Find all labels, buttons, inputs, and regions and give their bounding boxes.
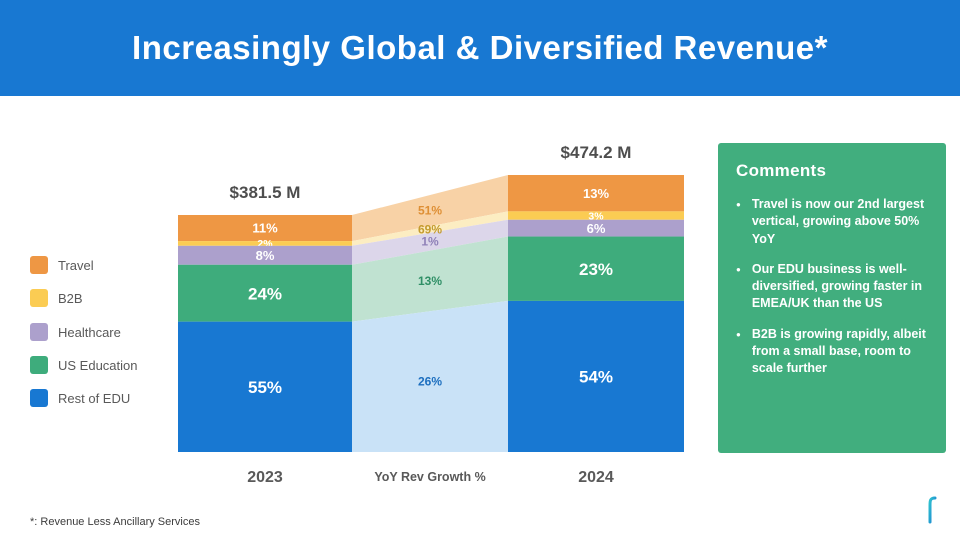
flow-b2b bbox=[352, 211, 508, 246]
flywire-logo bbox=[918, 495, 944, 530]
header-banner: Increasingly Global & Diversified Revenu… bbox=[0, 0, 960, 96]
flow-travel bbox=[352, 175, 508, 242]
bar-label-2024-travel: 13% bbox=[583, 186, 609, 201]
bar-label-2023-healthcare: 8% bbox=[256, 248, 275, 263]
comment-item: ● Travel is now our 2nd largest vertical… bbox=[736, 196, 930, 248]
legend-label: Healthcare bbox=[58, 324, 121, 340]
bullet-icon: ● bbox=[736, 264, 741, 274]
bullet-icon: ● bbox=[736, 329, 741, 339]
growth-label-us-education: 13% bbox=[418, 274, 442, 288]
axis-label-2023: 2023 bbox=[247, 469, 283, 486]
axis-label-growth: YoY Rev Growth % bbox=[374, 470, 485, 484]
bar-2024-us-education bbox=[508, 236, 684, 301]
legend-item-b2b: B2B bbox=[30, 289, 146, 308]
legend-item-us-education: US Education bbox=[30, 355, 146, 374]
bar-2023-us-education bbox=[178, 264, 352, 322]
bar-2023-travel bbox=[178, 215, 352, 242]
flywire-logo-icon bbox=[921, 496, 939, 524]
legend-swatch-travel bbox=[30, 256, 48, 274]
growth-label-b2b: 69% bbox=[418, 223, 442, 237]
comment-item: ● B2B is growing rapidly, albeit from a … bbox=[736, 326, 930, 378]
legend-swatch-healthcare bbox=[30, 322, 48, 341]
growth-label-rest-of-edu: 26% bbox=[418, 375, 442, 389]
legend-swatch-b2b bbox=[30, 289, 48, 308]
bar-2023-rest-of-edu bbox=[178, 321, 352, 452]
bar-2024-rest-of-edu bbox=[508, 300, 684, 452]
bar-2024-b2b bbox=[508, 211, 684, 220]
flow-us-education bbox=[352, 236, 508, 322]
comment-item: ● Our EDU business is well-diversified, … bbox=[736, 261, 930, 313]
growth-label-healthcare: 1% bbox=[421, 235, 439, 249]
legend-label: Travel bbox=[58, 258, 94, 273]
bar-label-2023-rest-of-edu: 55% bbox=[248, 378, 282, 397]
comment-text: B2B is growing rapidly, albeit from a sm… bbox=[751, 326, 926, 376]
bar-2024-healthcare bbox=[508, 219, 684, 237]
bar-label-2024-us-education: 23% bbox=[579, 260, 613, 279]
bullet-icon: ● bbox=[736, 200, 741, 209]
bar-label-2023-travel: 11% bbox=[252, 221, 278, 236]
legend-label: Rest of EDU bbox=[58, 391, 131, 406]
legend-item-travel: Travel bbox=[30, 256, 146, 274]
legend-swatch-rest-of-edu bbox=[30, 389, 48, 407]
comment-text: Travel is now our 2nd largest vertical, … bbox=[751, 197, 925, 246]
bar-2024-travel bbox=[508, 175, 684, 212]
comments-panel: Comments ● Travel is now our 2nd largest… bbox=[718, 143, 946, 453]
comments-list: ● Travel is now our 2nd largest vertical… bbox=[736, 196, 930, 377]
bar-2023-healthcare bbox=[178, 245, 352, 265]
legend-swatch-us-education bbox=[30, 355, 48, 374]
bar-label-2024-healthcare: 6% bbox=[587, 221, 606, 236]
total-2024: $474.2 M bbox=[561, 143, 632, 162]
flow-rest-of-edu bbox=[352, 300, 508, 452]
bar-label-2023-us-education: 24% bbox=[248, 284, 282, 303]
growth-label-travel: 51% bbox=[418, 204, 442, 218]
legend-label: B2B bbox=[58, 291, 83, 307]
total-2023: $381.5 M bbox=[230, 183, 301, 202]
comment-text: Our EDU business is well-diversified, gr… bbox=[751, 261, 923, 311]
comments-title: Comments bbox=[736, 161, 827, 180]
flow-healthcare bbox=[352, 219, 508, 265]
bar-2023-b2b bbox=[178, 241, 352, 246]
footnote: *: Revenue Less Ancillary Services bbox=[30, 516, 200, 528]
bar-label-2024-b2b: 3% bbox=[588, 210, 604, 222]
legend-label: US Education bbox=[58, 357, 138, 373]
chart-legend: Travel B2B Healthcare US Education Rest … bbox=[30, 256, 146, 407]
revenue-chart: 11%13%51%2%3%69%8%6%1%24%23%13%55%54%26%… bbox=[178, 143, 684, 486]
bar-label-2024-rest-of-edu: 54% bbox=[579, 368, 613, 387]
page-title: Increasingly Global & Diversified Revenu… bbox=[132, 29, 828, 66]
legend-item-rest-of-edu: Rest of EDU bbox=[30, 389, 146, 407]
axis-label-2024: 2024 bbox=[578, 469, 614, 486]
legend-item-healthcare: Healthcare bbox=[30, 322, 146, 341]
